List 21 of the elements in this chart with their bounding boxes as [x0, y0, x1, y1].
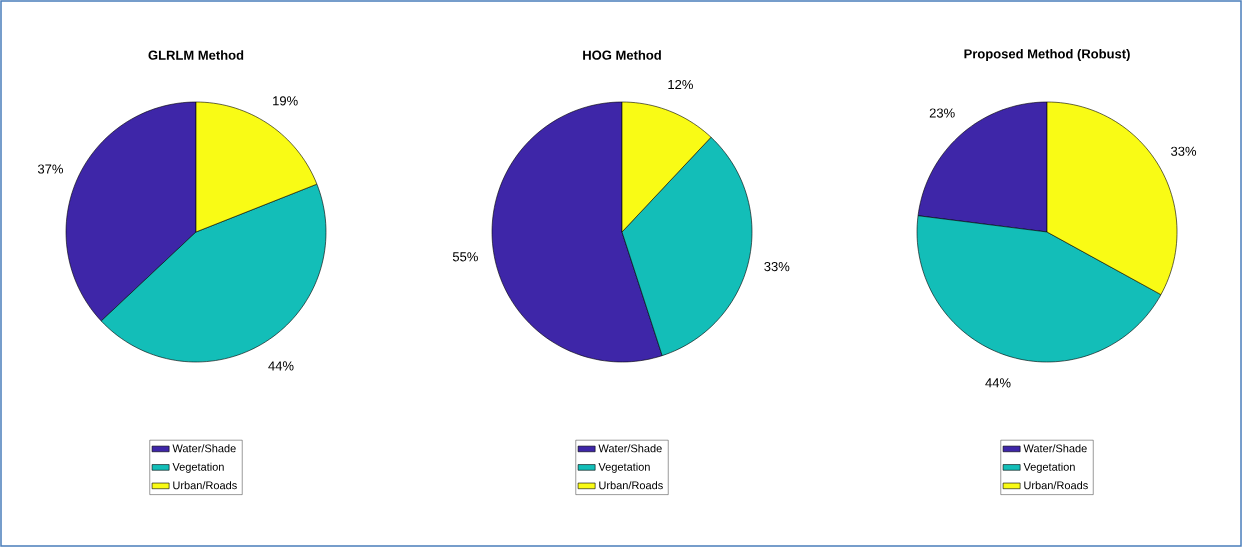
- legend-label: Vegetation: [1023, 462, 1075, 473]
- data-label: 37%: [37, 164, 63, 174]
- legend-label: Water/Shade: [172, 444, 236, 453]
- chart-title: HOG Method: [583, 50, 661, 60]
- data-label: 23%: [929, 108, 955, 118]
- legend-label: Vegetation: [598, 462, 650, 473]
- data-label: 33%: [764, 261, 790, 272]
- data-label: 12%: [668, 79, 693, 90]
- legend-label: Water/Shade: [598, 444, 662, 453]
- chart-title: GLRLM Method: [148, 50, 244, 60]
- legend-label: Urban/Roads: [1024, 481, 1088, 490]
- chart-title: Proposed Method (Robust): [964, 48, 1130, 62]
- legend-label: Urban/Roads: [173, 481, 237, 490]
- legend-label: Urban/Roads: [599, 481, 663, 490]
- data-label: 55%: [452, 252, 478, 262]
- data-label: 44%: [268, 361, 294, 371]
- legend-label: Water/Shade: [1023, 444, 1087, 453]
- data-label: 19%: [273, 96, 298, 106]
- legend-label: Vegetation: [172, 462, 224, 473]
- data-label: 33%: [1171, 146, 1197, 156]
- data-label: 44%: [985, 378, 1011, 388]
